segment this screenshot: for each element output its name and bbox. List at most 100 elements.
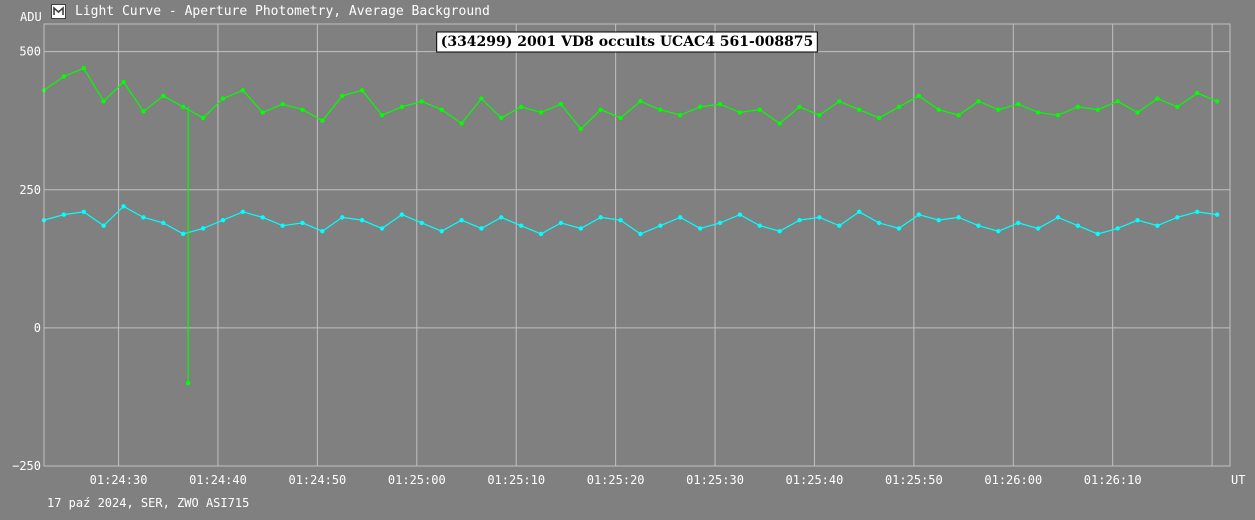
- series-point-0: [1155, 96, 1160, 101]
- series-point-1: [359, 217, 365, 223]
- series-point-1: [81, 209, 86, 215]
- series-point-0: [797, 104, 802, 110]
- series-point-1: [678, 215, 683, 220]
- series-point-1: [479, 226, 484, 231]
- series-point-1: [956, 215, 961, 220]
- x-tick-label: 01:25:20: [587, 473, 645, 487]
- series-point-1: [777, 228, 782, 234]
- series-point-1: [1115, 226, 1120, 231]
- series-point-0: [737, 110, 743, 115]
- x-tick-label: 01:26:00: [984, 473, 1042, 487]
- y-tick-label: −250: [12, 459, 41, 473]
- series-point-0: [996, 107, 1001, 112]
- series-line-0: [43, 67, 1218, 130]
- series-point-1: [936, 217, 941, 223]
- x-tick-label: 01:25:50: [885, 473, 943, 487]
- series-point-0: [1175, 104, 1180, 110]
- series-point-1: [220, 217, 226, 223]
- series-point-0: [618, 115, 623, 121]
- series-point-1: [419, 220, 424, 226]
- series-point-1: [697, 226, 703, 231]
- series-point-1: [240, 209, 246, 215]
- series-point-0: [956, 112, 961, 118]
- series-point-0: [837, 99, 842, 104]
- series-point-0: [121, 79, 126, 85]
- series-point-1: [141, 215, 146, 220]
- series-point-0: [379, 112, 385, 118]
- series-point-1: [161, 220, 166, 226]
- series-point-1: [658, 223, 663, 228]
- series-point-1: [101, 223, 106, 228]
- chart-axes: [43, 23, 1231, 467]
- plot-frame: [43, 23, 1231, 467]
- x-tick-label: 01:24:30: [90, 473, 148, 487]
- series-point-0: [558, 101, 564, 107]
- series-point-0: [1194, 90, 1200, 96]
- series-point-0: [578, 126, 584, 132]
- series-point-1: [1095, 231, 1100, 237]
- series-point-1: [1135, 217, 1140, 223]
- series-point-1: [916, 212, 922, 217]
- series-point-0: [141, 109, 146, 114]
- series-point-0: [1075, 104, 1081, 110]
- series-point-0: [538, 110, 544, 115]
- series-point-0: [180, 104, 186, 110]
- series-point-0: [499, 115, 504, 121]
- series-point-0: [459, 121, 464, 126]
- x-tick-label: 01:25:10: [487, 473, 545, 487]
- series-point-0: [280, 101, 285, 107]
- series-point-0: [81, 66, 86, 71]
- series-point-0: [757, 107, 762, 112]
- app-icon[interactable]: [51, 4, 66, 19]
- y-tick-label: 0: [34, 321, 41, 335]
- series-point-0: [697, 104, 703, 110]
- series-point-0: [976, 99, 981, 104]
- y-tick-label: 250: [19, 183, 41, 197]
- series-point-0: [717, 101, 723, 107]
- series-point-1: [638, 231, 643, 237]
- series-point-0: [240, 88, 246, 93]
- x-tick-label: 01:24:40: [189, 473, 247, 487]
- y-axis-label: ADU: [20, 10, 42, 24]
- chart-title-group: (334299) 2001 VD8 occults UCAC4 561-0088…: [436, 31, 818, 53]
- window-title: Light Curve - Aperture Photometry, Avera…: [75, 4, 490, 19]
- series-point-0: [1035, 110, 1041, 115]
- footer-caption: 17 paź 2024, SER, ZWO ASI715: [47, 496, 250, 510]
- x-tick-label: 01:25:40: [786, 473, 844, 487]
- series-point-1: [518, 223, 524, 228]
- series-point-1: [538, 231, 544, 237]
- series-point-1: [320, 228, 325, 234]
- series-point-1: [399, 212, 405, 217]
- series-point-1: [837, 223, 842, 228]
- series-point-0: [896, 104, 902, 110]
- series-point-1: [876, 220, 882, 226]
- series-point-0: [817, 112, 822, 118]
- series-point-1: [1016, 220, 1021, 226]
- outlier-point: [185, 380, 191, 386]
- series-point-0: [876, 115, 882, 121]
- x-tick-label: 01:26:10: [1084, 473, 1142, 487]
- series-point-1: [598, 215, 603, 220]
- series-point-1: [439, 228, 444, 234]
- series-point-1: [260, 215, 265, 220]
- x-axis-label: UT: [1231, 473, 1245, 487]
- series-point-1: [558, 220, 564, 226]
- series-point-1: [200, 226, 206, 231]
- series-point-0: [439, 107, 444, 112]
- series-point-1: [499, 215, 504, 220]
- series-point-0: [161, 93, 166, 99]
- series-point-1: [618, 217, 623, 223]
- series-point-1: [1055, 215, 1061, 220]
- series-point-0: [200, 115, 206, 121]
- series-point-1: [817, 215, 822, 220]
- series-point-1: [300, 220, 305, 226]
- series-point-1: [856, 209, 862, 215]
- series-point-1: [379, 226, 385, 231]
- series-point-1: [1194, 209, 1200, 215]
- x-tick-label: 01:24:50: [288, 473, 346, 487]
- series-point-1: [340, 215, 345, 220]
- series-point-0: [916, 93, 922, 99]
- series-point-1: [737, 212, 743, 217]
- series-point-0: [260, 110, 265, 115]
- series-point-0: [101, 99, 106, 104]
